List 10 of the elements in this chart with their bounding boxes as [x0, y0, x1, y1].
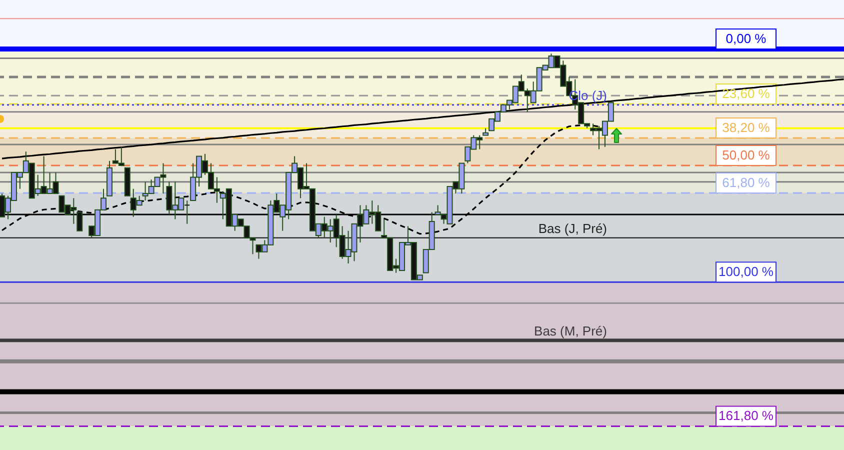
ref-line-label: Bas (M, Pré) [534, 323, 607, 338]
ref-line-label: 38,20 % [722, 120, 770, 136]
candlestick [76, 212, 83, 232]
ref-line-label: Bas (J, Pré) [538, 220, 607, 236]
ref-line-label: 50,00 % [722, 148, 770, 163]
ref-line-label: 61,80 % [722, 175, 770, 190]
ref-line-label: 161,80 % [718, 408, 774, 424]
ref-line-label: 0,00 % [726, 30, 767, 46]
ref-line-label: 23,60 % [722, 86, 770, 101]
ref-line-label: 100,00 % [718, 264, 774, 280]
